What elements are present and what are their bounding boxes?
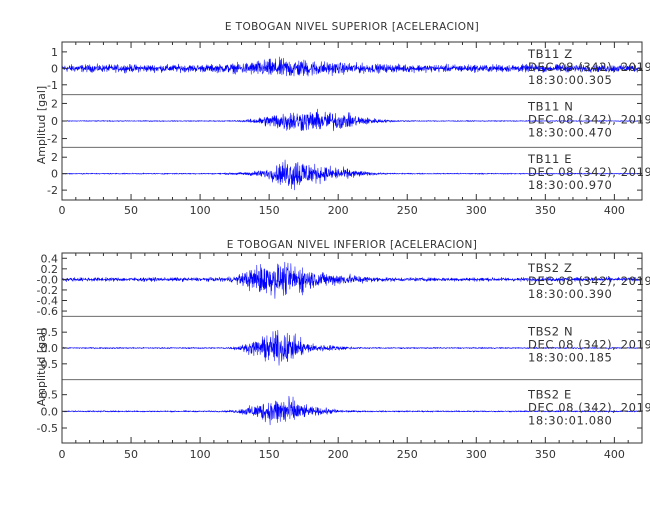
x-tick-label: 150 [259,204,280,217]
y-tick-label: -0.5 [37,422,58,435]
waveform-line [61,329,643,366]
y-tick-label: 0.0 [41,405,59,418]
x-tick-label: 0 [59,204,66,217]
x-tick-label: 300 [466,204,487,217]
x-tick-label: 100 [190,448,211,461]
panel-title: E TOBOGAN NIVEL INFERIOR [ACELERACION] [227,239,478,251]
waveform-line [61,159,643,191]
waveform-line [61,56,643,77]
x-tick-label: 50 [124,204,138,217]
x-tick-label: 300 [466,448,487,461]
y-tick-label: -0.0 [37,273,58,286]
x-tick-label: 350 [535,204,556,217]
y-tick-label: -2 [47,184,58,197]
y-tick-label: 0.4 [41,252,59,265]
y-axis-label: Amplitud [gal] [35,328,48,406]
trace-time-label: 18:30:00.305 [528,73,612,87]
x-tick-label: 400 [604,204,625,217]
y-tick-label: 1 [51,46,58,59]
y-tick-label: -0.4 [37,295,58,308]
x-tick-label: 200 [328,204,349,217]
x-tick-label: 250 [397,448,418,461]
panel-title: E TOBOGAN NIVEL SUPERIOR [ACELERACION] [225,21,479,33]
trace-time-label: 18:30:00.390 [528,287,612,301]
trace-station-label: TBS2 E [527,388,572,402]
trace-station-label: TB11 E [527,152,572,166]
trace-station-label: TBS2 Z [527,261,572,275]
y-tick-label: 0.5 [41,326,59,339]
x-tick-label: 350 [535,448,556,461]
panel-nivel-superior: E TOBOGAN NIVEL SUPERIOR [ACELERACION] Am… [35,21,650,217]
x-tick-label: 50 [124,448,138,461]
y-tick-label: -0.2 [37,284,58,297]
y-tick-label: 0 [51,115,58,128]
y-axis-label: Amplitud [gal] [35,86,48,164]
x-tick-label: 0 [59,448,66,461]
trace-time-label: 18:30:00.970 [528,178,612,192]
trace-date-label: DEC 08 (342), 2019 [528,401,650,415]
waveform-line [61,108,643,132]
y-tick-label: 0 [51,168,58,181]
trace-time-label: 18:30:01.080 [528,414,612,428]
panel-nivel-inferior: E TOBOGAN NIVEL INFERIOR [ACELERACION] Am… [35,239,650,461]
trace-station-label: TBS2 N [527,324,573,338]
trace-date-label: DEC 08 (342), 2019 [528,60,650,74]
trace-date-label: DEC 08 (342), 2019 [528,165,650,179]
waveform-line [61,261,643,299]
waveform-line [61,395,643,426]
x-tick-label: 250 [397,204,418,217]
y-tick-label: 0 [51,62,58,75]
y-tick-label: -2 [47,133,58,146]
trace-date-label: DEC 08 (342), 2019 [528,112,650,126]
y-tick-label: -0.5 [37,358,58,371]
x-tick-label: 100 [190,204,211,217]
y-tick-label: 0.0 [41,342,59,355]
trace-time-label: 18:30:00.185 [528,350,612,364]
x-tick-label: 150 [259,448,280,461]
y-tick-label: 2 [51,97,58,110]
trace-date-label: DEC 08 (342), 2019 [528,337,650,351]
trace-time-label: 18:30:00.470 [528,125,612,139]
y-tick-label: 0.5 [41,389,59,402]
y-tick-label: -1 [47,79,58,92]
y-tick-label: 0.2 [41,263,59,276]
trace-station-label: TB11 Z [527,47,573,61]
trace-date-label: DEC 08 (342), 2019 [528,274,650,288]
y-tick-label: 2 [51,151,58,164]
y-tick-label: -0.6 [37,305,58,318]
x-tick-label: 400 [604,448,625,461]
x-tick-label: 200 [328,448,349,461]
trace-station-label: TB11 N [527,99,573,113]
